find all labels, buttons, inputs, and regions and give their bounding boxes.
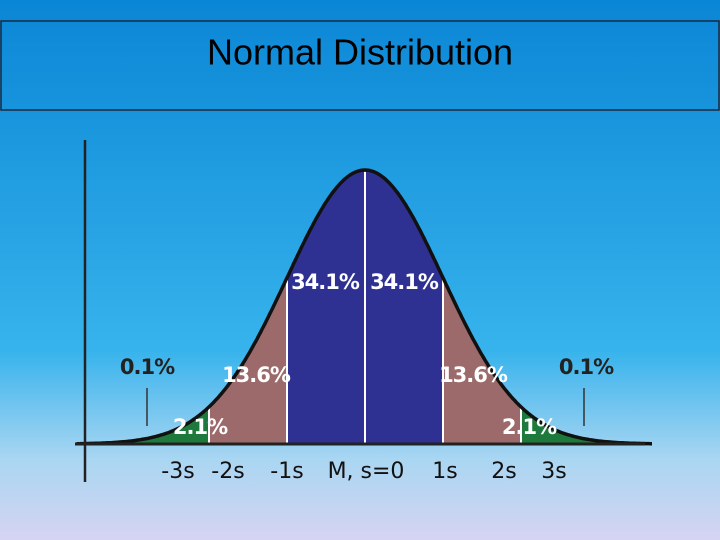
axis-label: -1s [270, 459, 303, 484]
region-label: 2.1% [502, 415, 557, 439]
axis-label: M, s=0 [328, 459, 405, 484]
axis-label: 2s [491, 459, 516, 484]
region-label: 2.1% [173, 415, 228, 439]
region-label: 0.1% [120, 355, 175, 379]
axis-label: -2s [211, 459, 244, 484]
region [521, 406, 599, 444]
region-label: 13.6% [439, 363, 508, 387]
axis-label: 1s [432, 459, 457, 484]
title: Normal Distribution [207, 32, 513, 73]
region [131, 406, 209, 444]
region-label: 34.1% [370, 270, 439, 294]
axis-labels: -3s -2s -1s M, s=0 1s 2s 3s [161, 459, 566, 484]
region-label: 0.1% [559, 355, 614, 379]
region-label: 13.6% [222, 363, 291, 387]
axis-label: 3s [541, 459, 566, 484]
region-label: 34.1% [291, 270, 360, 294]
curve-line [76, 168, 652, 446]
title-box [0, 20, 720, 111]
axis-label: -3s [161, 459, 194, 484]
bell-curve [76, 168, 654, 446]
